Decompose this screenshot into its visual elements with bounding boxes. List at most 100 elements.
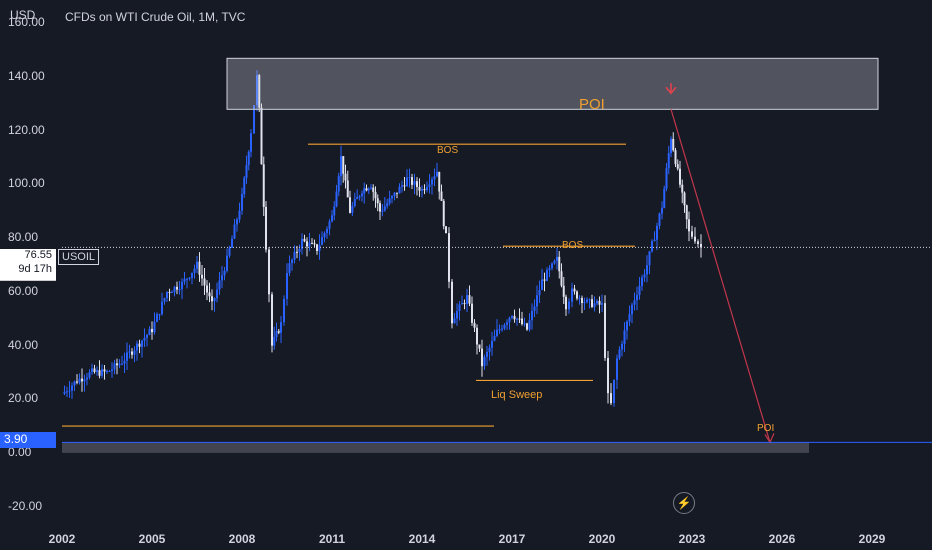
candle-body <box>648 251 651 266</box>
candle-body <box>213 298 216 302</box>
bos-label-2: BOS <box>562 240 584 251</box>
candle-body <box>337 176 340 192</box>
candle-body <box>93 368 96 372</box>
candle-body <box>166 291 168 299</box>
y-tick-label: 60.00 <box>8 283 39 298</box>
candle-body <box>291 259 293 264</box>
candle-body <box>408 177 411 179</box>
countdown-tag: 9d 17h <box>0 263 56 281</box>
candle-body <box>411 177 413 185</box>
candle-body <box>361 193 363 197</box>
candle-body <box>548 268 551 271</box>
candle-body <box>526 323 528 330</box>
candle-body <box>103 369 106 372</box>
candle-body <box>503 324 506 329</box>
candle-body <box>661 207 663 214</box>
symbol-tag[interactable]: USOIL <box>58 249 100 265</box>
candle-body <box>601 303 603 305</box>
x-tick-label: 2011 <box>318 532 346 546</box>
candle-body <box>256 75 258 106</box>
candle-body <box>63 391 66 394</box>
candle-body <box>621 343 623 350</box>
candle-body <box>173 286 176 293</box>
x-tick-label: 2023 <box>678 532 706 546</box>
candle-body <box>553 260 556 264</box>
candle-body <box>481 348 483 367</box>
candle-body <box>221 275 223 281</box>
candle-body <box>121 363 123 365</box>
candle-body <box>576 291 578 299</box>
candle-body <box>68 390 71 392</box>
candle-body <box>367 188 370 191</box>
candle-body <box>161 301 163 314</box>
candle-body <box>456 311 458 319</box>
candle-body <box>193 268 196 273</box>
candle-body <box>533 306 536 311</box>
candle-body <box>681 184 684 193</box>
candle-body <box>506 322 508 325</box>
candle-body <box>83 379 86 382</box>
candle-body <box>133 350 136 355</box>
candle-body <box>181 281 183 290</box>
candle-body <box>158 313 161 315</box>
candle-body <box>436 171 438 177</box>
candle-body <box>268 249 270 295</box>
candle-body <box>138 343 141 347</box>
candle-body <box>88 372 91 378</box>
candle-body <box>556 256 558 261</box>
candle-body <box>146 335 148 338</box>
candle-body <box>106 371 108 373</box>
candle-body <box>156 314 158 322</box>
candle-body <box>523 323 526 325</box>
candle-body <box>258 75 261 108</box>
candle-body <box>583 301 586 303</box>
candle-body <box>438 171 441 192</box>
candle-body <box>176 286 178 290</box>
candle-body <box>463 303 466 305</box>
candle-body <box>536 295 538 307</box>
candle-body <box>280 322 282 333</box>
candle-body <box>148 328 151 336</box>
poi-zone-5 <box>62 442 809 453</box>
candle-body <box>231 238 233 248</box>
candle-body <box>451 281 453 324</box>
candle-body <box>568 301 570 310</box>
candle-body <box>101 369 103 376</box>
candle-body <box>376 198 379 204</box>
candle-body <box>560 271 563 286</box>
projection-arrow <box>670 109 771 443</box>
candle-body <box>298 248 301 253</box>
y-tick-label: 120.00 <box>8 122 45 137</box>
candle-body <box>393 192 396 197</box>
liq-sweep-label: Liq Sweep <box>491 389 543 401</box>
candle-body <box>293 251 296 260</box>
candle-body <box>372 187 375 192</box>
candle-body <box>351 205 354 213</box>
candle-body <box>206 285 208 293</box>
candle-body <box>188 277 191 279</box>
currency-label: USD <box>10 8 36 22</box>
candle-body <box>143 337 146 341</box>
candle-body <box>311 242 313 244</box>
candle-body <box>131 351 133 355</box>
x-tick-label: 2026 <box>768 532 796 546</box>
y-tick-label: 20.00 <box>8 391 39 406</box>
candle-body <box>633 300 636 305</box>
candle-body <box>498 329 501 331</box>
candle-body <box>458 304 461 312</box>
candle-body <box>418 186 421 191</box>
candle-body <box>468 295 471 304</box>
candle-body <box>211 296 213 302</box>
candle-body <box>288 263 291 274</box>
candle-body <box>178 289 181 291</box>
poi-zone-0 <box>226 57 879 110</box>
candle-body <box>694 236 696 242</box>
candle-body <box>423 189 426 191</box>
candle-body <box>593 303 596 307</box>
candle-body <box>262 164 265 207</box>
candle-body <box>496 329 498 336</box>
lightning-icon[interactable]: ⚡ <box>673 492 695 514</box>
candle-body <box>511 315 513 318</box>
